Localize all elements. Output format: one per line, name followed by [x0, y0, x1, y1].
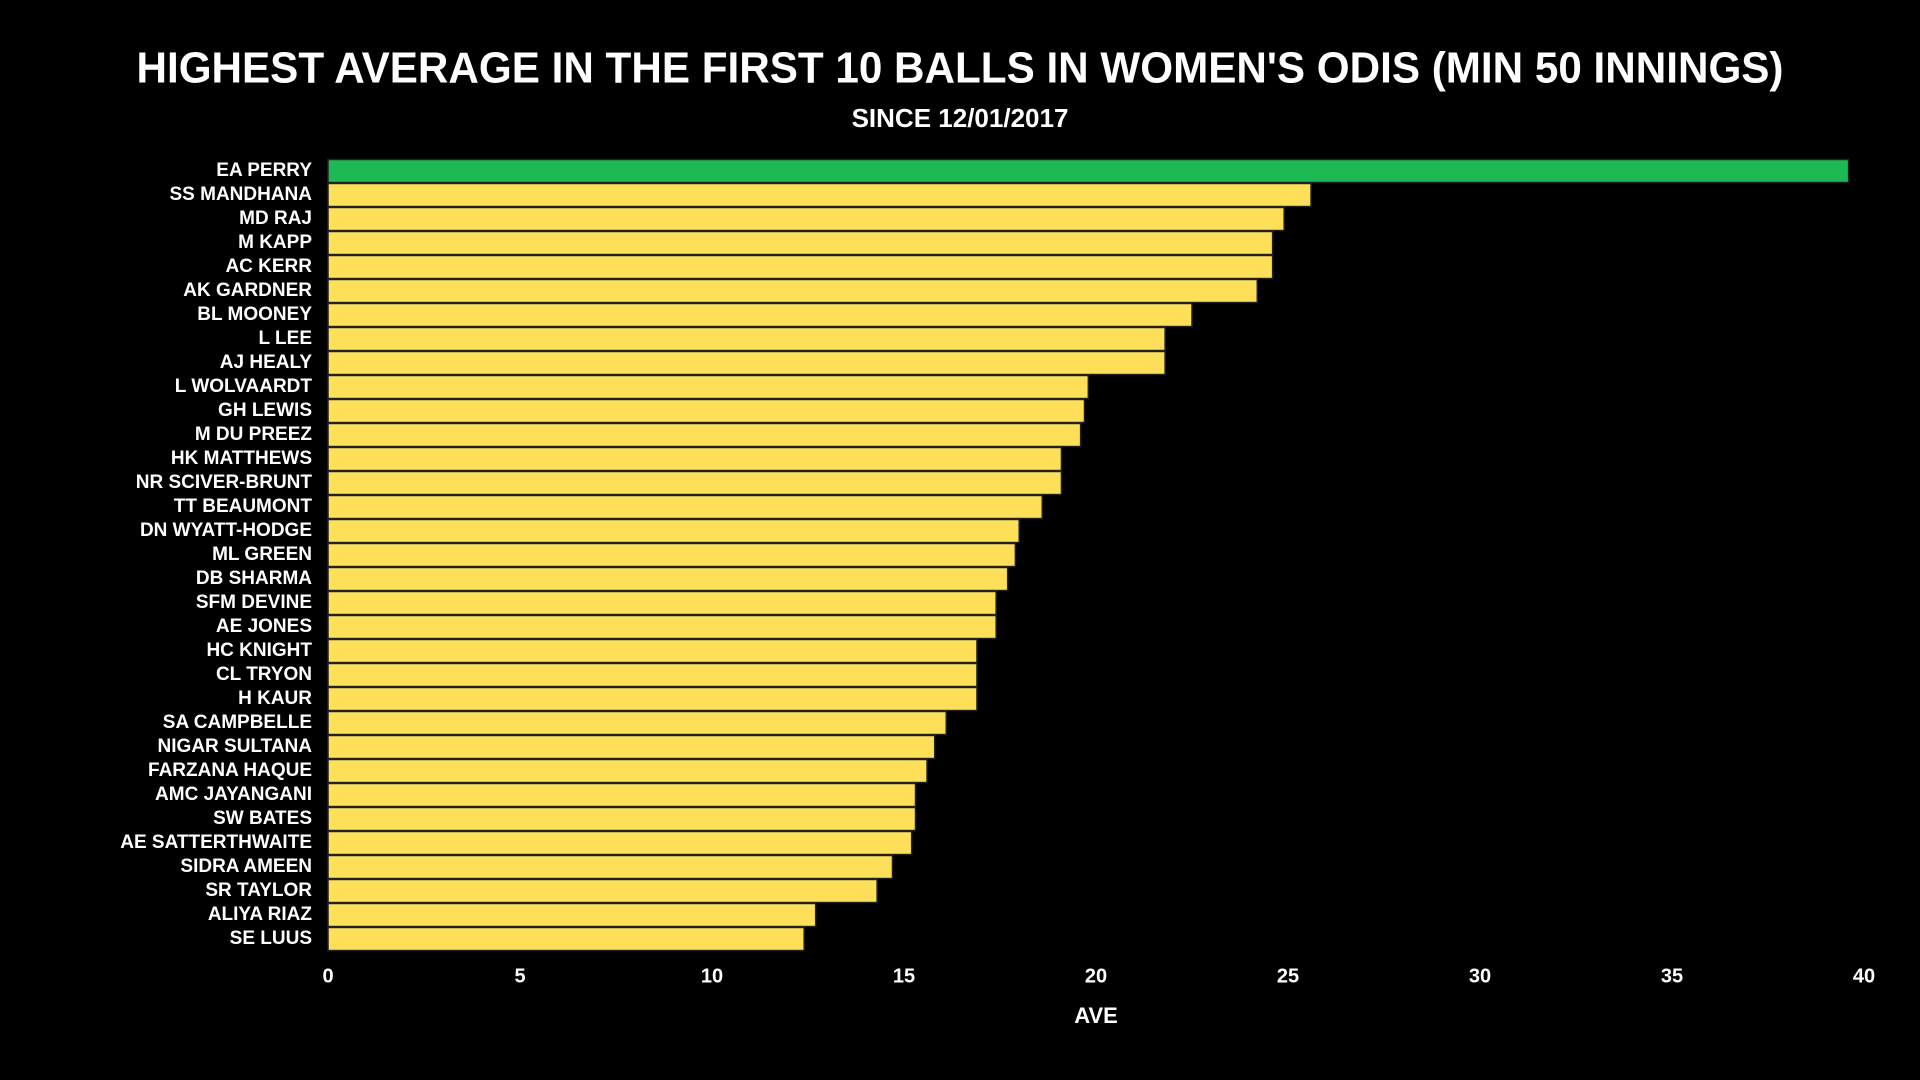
x-axis-label: AVE [1074, 1003, 1118, 1028]
bar [327, 542, 1017, 568]
y-tick-label: SS MANDHANA [170, 184, 313, 205]
bar [327, 806, 917, 832]
y-tick-label: SFM DEVINE [196, 592, 312, 613]
bar [327, 902, 817, 928]
bar [327, 566, 1009, 592]
bar [327, 374, 1090, 400]
bar [327, 230, 1274, 256]
y-tick-label: AE JONES [216, 616, 312, 637]
bar [327, 254, 1274, 280]
y-tick-label: FARZANA HAQUE [148, 760, 312, 781]
x-tick-label: 30 [1469, 965, 1491, 987]
y-tick-label: AC KERR [225, 256, 312, 277]
bar [327, 854, 894, 880]
bar [327, 470, 1063, 496]
bar [327, 878, 878, 904]
y-tick-label: DN WYATT-HODGE [140, 520, 312, 541]
y-tick-label: H KAUR [238, 688, 312, 709]
y-tick-label: L LEE [259, 328, 313, 349]
bar [327, 326, 1166, 352]
x-tick-label: 35 [1661, 965, 1683, 987]
bar [327, 446, 1063, 472]
y-tick-label: ALIYA RIAZ [208, 904, 313, 925]
y-tick-label: AK GARDNER [183, 280, 312, 301]
y-tick-label: AE SATTERTHWAITE [120, 832, 312, 853]
bar [327, 758, 928, 784]
y-tick-label: BL MOONEY [197, 304, 312, 325]
y-tick-label: MD RAJ [239, 208, 312, 229]
x-tick-label: 5 [514, 965, 525, 987]
x-tick-label: 15 [893, 965, 915, 987]
chart-subtitle: SINCE 12/01/2017 [852, 103, 1069, 133]
y-tick-label: CL TRYON [216, 664, 312, 685]
y-tick-label: SW BATES [213, 808, 312, 829]
bar [327, 734, 936, 760]
x-tick-label: 40 [1853, 965, 1875, 987]
y-tick-label: M DU PREEZ [195, 424, 313, 445]
bar [327, 590, 997, 616]
bar [327, 782, 917, 808]
y-tick-label: EA PERRY [216, 160, 312, 181]
x-tick-label: 10 [701, 965, 723, 987]
bar [327, 686, 978, 712]
bar [327, 926, 805, 952]
y-tick-label: SIDRA AMEEN [180, 856, 312, 877]
y-tick-label: TT BEAUMONT [174, 496, 313, 517]
bar [327, 422, 1082, 448]
bar [327, 398, 1086, 424]
y-tick-label: NIGAR SULTANA [158, 736, 313, 757]
x-tick-label: 0 [322, 965, 333, 987]
bar [327, 662, 978, 688]
y-tick-label: M KAPP [238, 232, 312, 253]
bar [327, 614, 997, 640]
x-tick-label: 25 [1277, 965, 1299, 987]
y-tick-label: GH LEWIS [218, 400, 312, 421]
y-tick-label: SE LUUS [230, 928, 312, 949]
bar [327, 638, 978, 664]
bar [327, 710, 947, 736]
chart-title: HIGHEST AVERAGE IN THE FIRST 10 BALLS IN… [137, 44, 1784, 93]
y-tick-label: SA CAMPBELLE [163, 712, 312, 733]
bar [327, 518, 1020, 544]
y-tick-label: AJ HEALY [220, 352, 313, 373]
y-tick-label: DB SHARMA [196, 568, 312, 589]
y-tick-label: HK MATTHEWS [171, 448, 312, 469]
bar [327, 494, 1043, 520]
y-tick-label: SR TAYLOR [205, 880, 312, 901]
x-tick-label: 20 [1085, 965, 1107, 987]
y-tick-label: ML GREEN [212, 544, 312, 565]
y-tick-label: L WOLVAARDT [175, 376, 313, 397]
bar [327, 158, 1850, 184]
bar [327, 182, 1312, 208]
y-tick-label: NR SCIVER-BRUNT [136, 472, 313, 493]
y-tick-label: HC KNIGHT [206, 640, 312, 661]
bar [327, 302, 1193, 328]
bar [327, 206, 1285, 232]
bar [327, 278, 1259, 304]
bar [327, 350, 1166, 376]
bar [327, 830, 913, 856]
y-tick-label: AMC JAYANGANI [155, 784, 312, 805]
